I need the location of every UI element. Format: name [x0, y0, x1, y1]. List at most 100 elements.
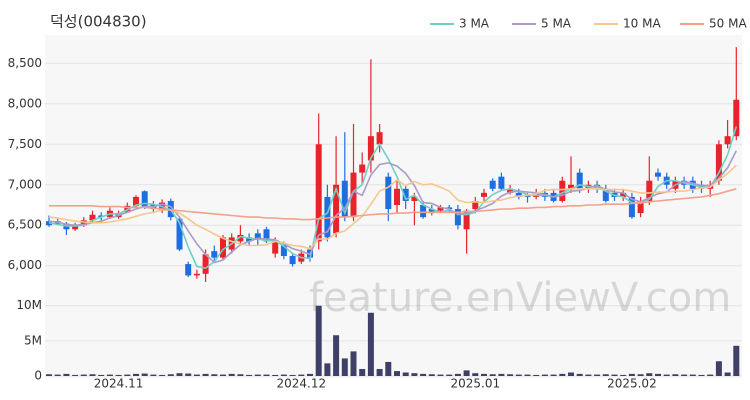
volume-bar: [724, 372, 731, 376]
volume-bar: [585, 374, 592, 376]
candle-body: [80, 220, 87, 226]
candle-body: [202, 254, 209, 274]
candle-body: [428, 209, 435, 214]
volume-bar: [394, 371, 400, 376]
candle-body: [507, 188, 514, 193]
candle-body: [193, 273, 200, 276]
candle-body: [176, 218, 183, 250]
volume-bar: [524, 374, 531, 376]
volume-bar: [159, 374, 166, 376]
ma-line: [48, 150, 738, 264]
candle-body: [402, 188, 409, 201]
volume-bar: [54, 374, 61, 376]
volume-bar: [193, 374, 200, 376]
candle-body: [385, 176, 392, 210]
volume-bar: [176, 373, 183, 376]
legend-label: 10 MA: [623, 17, 661, 31]
candle-body: [211, 251, 218, 258]
volume-bar: [628, 373, 635, 376]
candle-body: [359, 164, 366, 173]
x-tick-label: 2025.01: [450, 377, 500, 391]
ma-line: [48, 126, 738, 269]
volume-bar: [637, 374, 644, 376]
volume-bar: [733, 345, 740, 376]
volume-bar: [646, 373, 653, 376]
volume-bar: [550, 374, 557, 376]
volume-bar: [115, 374, 122, 376]
volume-bar: [446, 374, 453, 376]
volume-bar: [307, 373, 313, 376]
legend-label: 50 MA: [709, 17, 747, 31]
candle-body: [559, 180, 566, 201]
candle-body: [324, 196, 331, 238]
volume-bar: [359, 368, 366, 376]
candle-body: [254, 233, 261, 240]
volume-bar: [611, 374, 618, 376]
volume-bar: [341, 358, 348, 376]
candle-body: [498, 176, 505, 189]
volume-bar: [689, 374, 696, 376]
candle-body: [437, 207, 444, 211]
volume-bar: [228, 373, 235, 376]
volume-bar: [46, 374, 52, 376]
volume-bar: [576, 373, 583, 376]
volume-bar: [124, 374, 131, 376]
volume-bar: [376, 368, 383, 376]
volume-bar: [211, 374, 218, 376]
candle-body: [411, 196, 418, 201]
volume-bar: [289, 374, 296, 376]
candle-body: [72, 225, 79, 230]
volume-bar: [420, 373, 427, 376]
volume-bar: [454, 373, 461, 376]
candle-body: [489, 180, 496, 189]
ma-line: [49, 188, 737, 221]
volume-bar: [167, 374, 174, 376]
candle-body: [350, 172, 357, 218]
volume-bar: [237, 374, 244, 376]
volume-bar: [324, 363, 331, 376]
candle-body: [620, 192, 627, 197]
volume-bar: [263, 374, 270, 376]
volume-tick-label: 0: [34, 369, 42, 383]
volume-bar: [150, 374, 157, 376]
y-tick-label: 6,000: [8, 258, 42, 272]
volume-bar: [655, 373, 661, 376]
volume-bar: [280, 374, 287, 376]
y-tick-label: 8,500: [8, 56, 42, 70]
volume-bar: [411, 373, 418, 376]
candle-body: [341, 180, 348, 218]
y-tick-label: 6,500: [8, 218, 42, 232]
volume-bar: [620, 374, 627, 376]
candle-body: [602, 188, 609, 201]
volume-bar: [498, 373, 505, 376]
candle-body: [272, 241, 279, 254]
candle-body: [220, 237, 226, 258]
volume-bar: [367, 312, 374, 376]
volume-bar: [141, 373, 148, 376]
candle-body: [394, 188, 400, 205]
candle-body: [289, 256, 296, 265]
volume-bar: [533, 374, 540, 376]
volume-tick-label: 10M: [16, 298, 42, 312]
volume-bar: [559, 373, 566, 376]
candle-body: [637, 200, 644, 214]
volume-bar: [481, 373, 487, 376]
volume-bar: [594, 374, 601, 376]
volume-bar: [72, 374, 79, 376]
watermark: feature.enViewV.com: [309, 275, 731, 321]
volume-tick-label: 5M: [24, 333, 42, 347]
volume-bar: [185, 373, 192, 376]
volume-bar: [63, 373, 70, 376]
y-tick-label: 7,500: [8, 137, 42, 151]
volume-bar: [80, 374, 87, 376]
candle-body: [185, 264, 192, 276]
volume-bar: [681, 374, 688, 376]
candle-body: [715, 144, 722, 181]
candle-body: [628, 196, 635, 218]
candle-body: [472, 200, 479, 210]
volume-bar: [402, 372, 409, 376]
volume-bar: [707, 374, 714, 376]
volume-bar: [202, 373, 209, 376]
candle-body: [724, 136, 731, 145]
